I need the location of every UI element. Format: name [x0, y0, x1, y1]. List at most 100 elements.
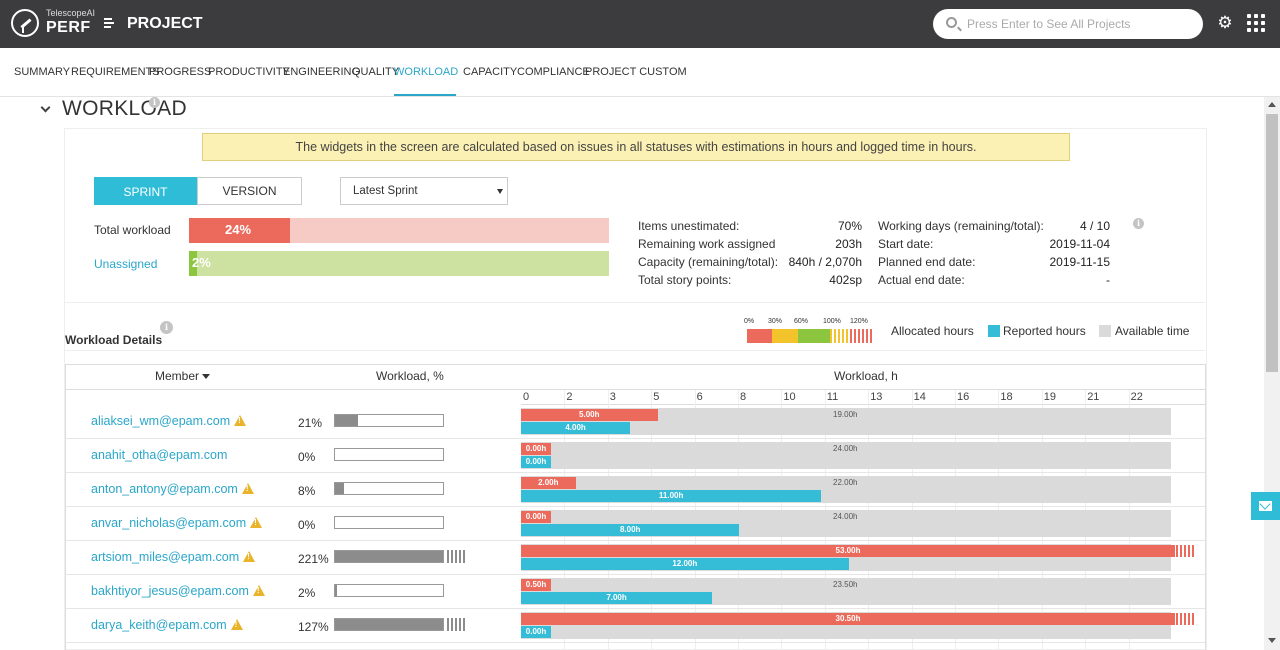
- details-info-icon[interactable]: i: [160, 321, 173, 334]
- tab-workload[interactable]: WORKLOAD: [394, 48, 458, 96]
- scroll-down-arrow-icon[interactable]: [1268, 638, 1276, 643]
- nav-tabs: SUMMARY REQUIREMENTS PROGRESS PRODUCTIVI…: [0, 48, 1280, 97]
- workload-pct-column-header: Workload, %: [376, 369, 444, 383]
- reported-hours-bar: 0.00h: [521, 456, 551, 468]
- legend-tick-0: 0%: [744, 318, 755, 325]
- stats-info-icon[interactable]: i: [1133, 218, 1144, 229]
- tab-productivity[interactable]: PRODUCTIVITY: [208, 66, 290, 78]
- brand-big[interactable]: PERF: [46, 19, 91, 36]
- available-hours-label: 24.00h: [833, 512, 858, 521]
- axis-tick-label: 16: [957, 391, 970, 403]
- notice-banner: The widgets in the screen are calculated…: [202, 133, 1070, 161]
- tab-project-custom[interactable]: PROJECT CUSTOM: [585, 66, 687, 78]
- table-row-divider: [65, 506, 1205, 507]
- member-email-link[interactable]: anvar_nicholas@epam.com: [91, 516, 247, 530]
- header-divider: [65, 389, 1205, 390]
- divider: [65, 302, 1205, 303]
- workload-percent: 2%: [298, 586, 316, 600]
- axis-tick-label: 19: [1043, 391, 1057, 403]
- reported-hours-bar: 11.00h: [521, 490, 822, 502]
- tab-quality[interactable]: QUALITY: [352, 66, 400, 78]
- warning-icon[interactable]: [230, 619, 243, 630]
- member-email-link[interactable]: artsiom_miles@epam.com: [91, 550, 240, 564]
- capacity-label: Capacity (remaining/total):: [638, 255, 779, 269]
- tab-summary[interactable]: SUMMARY: [14, 66, 71, 78]
- workload-overload-stripes: [447, 550, 467, 563]
- version-toggle-button[interactable]: VERSION: [197, 177, 302, 205]
- member-email-link[interactable]: bakhtiyor_jesus@epam.com: [91, 584, 249, 598]
- workload-mini-fill: [335, 619, 443, 630]
- table-row-divider: [65, 438, 1205, 439]
- sort-desc-icon[interactable]: [202, 374, 210, 379]
- allocated-hours-bar: 5.00h: [521, 409, 658, 421]
- start-date-label: Start date:: [878, 237, 934, 251]
- warning-icon[interactable]: [250, 517, 263, 528]
- tab-requirements[interactable]: REQUIREMENTS: [71, 66, 160, 78]
- axis-tick-label: 5: [653, 391, 660, 403]
- search-icon: [946, 17, 957, 28]
- available-hours-label: 24.00h: [833, 444, 858, 453]
- scroll-thumb[interactable]: [1266, 114, 1278, 372]
- allocated-hours-bar: 0.00h: [521, 443, 551, 455]
- legend-reported-swatch: [988, 325, 1000, 337]
- reported-hours-bar: 0.00h: [521, 626, 551, 638]
- apps-grid-icon[interactable]: [1247, 14, 1265, 32]
- page-scrollbar[interactable]: [1264, 97, 1280, 650]
- remaining-work-label: Remaining work assigned: [638, 237, 776, 251]
- scroll-up-arrow-icon[interactable]: [1268, 102, 1276, 107]
- top-bar: TelescopeAI PERF PROJECT ⚙: [0, 0, 1280, 48]
- axis-tick-label: 0: [523, 391, 530, 403]
- workload-mini-fill: [335, 551, 443, 562]
- tab-progress[interactable]: PROGRESS: [149, 66, 212, 78]
- capacity-value: 840h / 2,070h: [788, 255, 862, 269]
- legend-scale-low: [747, 329, 772, 343]
- member-email-link[interactable]: aliaksei_wm@epam.com: [91, 414, 231, 428]
- workload-percent: 0%: [298, 450, 316, 464]
- member-email-link[interactable]: darya_keith@epam.com: [91, 618, 227, 632]
- warning-icon[interactable]: [243, 551, 256, 562]
- workload-percent: 0%: [298, 518, 316, 532]
- tab-compliance[interactable]: COMPLIANCE: [517, 66, 590, 78]
- sprint-select[interactable]: Latest Sprint: [340, 177, 508, 205]
- available-hours-label: 19.00h: [833, 410, 858, 419]
- remaining-work-value: 203h: [835, 237, 862, 251]
- member-email-link[interactable]: anahit_otha@epam.com: [91, 448, 228, 462]
- total-workload-label: Total workload: [94, 223, 171, 237]
- legend-reported-label: Reported hours: [1003, 324, 1086, 338]
- workload-mini-bar: [334, 618, 444, 631]
- page-title: PROJECT: [127, 15, 203, 32]
- legend-tick-60: 60%: [794, 318, 809, 325]
- member-email-link[interactable]: anton_antony@epam.com: [91, 482, 238, 496]
- legend-scale-mid: [772, 329, 798, 343]
- available-hours-label: 23.50h: [833, 580, 858, 589]
- table-row-divider: [65, 642, 1205, 643]
- telescope-logo-icon[interactable]: [11, 9, 39, 37]
- story-points-value: 402sp: [829, 273, 862, 287]
- feedback-mail-icon[interactable]: [1251, 492, 1280, 520]
- warning-icon[interactable]: [234, 415, 247, 426]
- gear-icon[interactable]: ⚙: [1217, 13, 1233, 32]
- axis-tick-label: 13: [870, 391, 883, 403]
- workload-details-title: Workload Details: [65, 333, 163, 347]
- table-row-divider: [65, 608, 1205, 609]
- total-workload-value: 24%: [225, 222, 252, 237]
- axis-tick-label: 14: [913, 391, 926, 403]
- chevron-down-icon[interactable]: [40, 102, 51, 113]
- allocated-hours-bar: 0.00h: [521, 511, 551, 523]
- warning-icon[interactable]: [252, 585, 265, 596]
- unassigned-link[interactable]: Unassigned: [94, 257, 158, 271]
- workload-mini-bar: [334, 584, 444, 597]
- legend-allocated-label: Allocated hours: [891, 324, 974, 338]
- dropdown-arrow-icon[interactable]: [497, 189, 503, 194]
- hamburger-icon[interactable]: [104, 18, 114, 28]
- tab-engineering[interactable]: ENGINEERING: [283, 66, 361, 78]
- sprint-toggle-button[interactable]: SPRINT: [94, 177, 197, 205]
- workload-mini-fill: [335, 483, 344, 494]
- info-icon[interactable]: i: [149, 97, 160, 108]
- tab-capacity[interactable]: CAPACITY: [463, 66, 518, 78]
- member-column-header[interactable]: Member: [155, 369, 200, 383]
- search-input[interactable]: [967, 13, 1192, 35]
- warning-icon[interactable]: [241, 483, 254, 494]
- axis-divider: [521, 404, 1205, 405]
- project-search[interactable]: [933, 9, 1203, 39]
